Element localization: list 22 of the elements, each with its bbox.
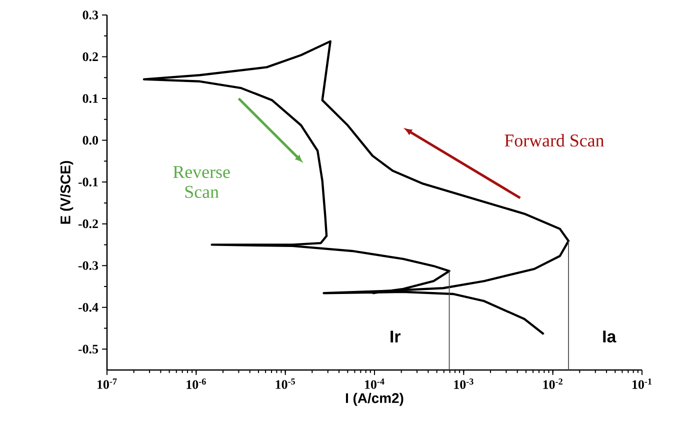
x-tick-label: 10$^{-7}$ bbox=[98, 378, 117, 389]
x-tick-label: 10$^{-2}$ bbox=[543, 378, 562, 389]
annotation: Ia bbox=[603, 330, 616, 343]
y-axis-title: E (V/SCE) bbox=[60, 161, 74, 224]
y-tick-label: -0.5 bbox=[78, 344, 98, 354]
annotation: Ir bbox=[390, 330, 401, 342]
y-tick-label: 0.0 bbox=[82, 136, 98, 145]
y-tick-label: -0.2 bbox=[78, 219, 98, 228]
x-tick-label: 10$^{-5}$ bbox=[276, 378, 295, 389]
y-tick-label: 0.1 bbox=[82, 94, 98, 103]
x-tick-label: 10$^{-1}$ bbox=[632, 378, 652, 389]
y-tick-label: -0.4 bbox=[78, 302, 98, 312]
annotation: Forward Scan bbox=[504, 134, 604, 147]
x-axis-title: I (A/cm2) bbox=[346, 392, 404, 406]
annotation: Reverse Scan bbox=[173, 166, 230, 198]
x-tick-label: 10$^{-3}$ bbox=[454, 378, 474, 389]
y-tick-label: 0.3 bbox=[82, 10, 98, 20]
x-tick-label: 10$^{-4}$ bbox=[365, 378, 384, 389]
x-tick-label: 10$^{-6}$ bbox=[186, 378, 206, 389]
y-tick-label: -0.1 bbox=[78, 178, 98, 186]
y-tick-label: 0.2 bbox=[82, 52, 98, 62]
y-tick-label: -0.3 bbox=[78, 261, 98, 270]
